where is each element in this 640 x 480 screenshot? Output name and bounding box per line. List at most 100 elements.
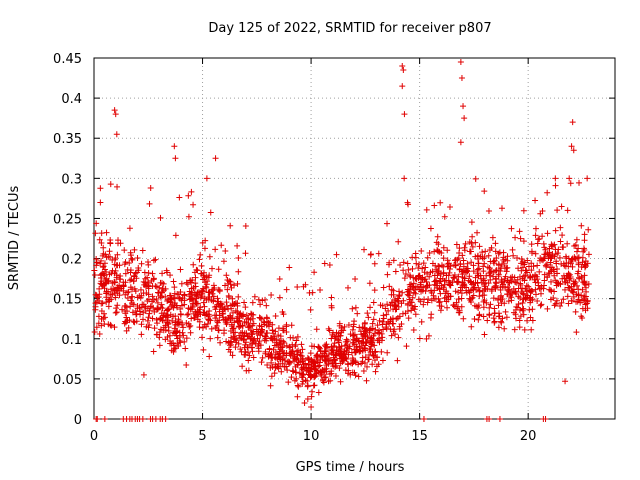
data-point [93,262,100,269]
data-point [371,357,378,364]
data-point [134,255,141,262]
data-point [582,282,589,289]
data-point [132,288,139,295]
data-point [436,299,443,306]
data-point [388,332,395,339]
data-point [305,361,312,368]
data-point [469,243,476,250]
data-point [422,288,429,295]
data-point [555,246,562,253]
data-point [440,244,447,251]
data-point [547,264,554,271]
data-point [487,301,494,308]
data-point [345,370,352,377]
data-point [470,292,477,299]
data-point [370,332,377,339]
data-point [137,308,144,315]
data-point [315,359,322,366]
data-point [277,333,284,340]
data-point [313,369,320,376]
data-point [278,368,285,375]
data-point [467,278,474,285]
data-point [164,317,171,324]
data-point [199,334,206,341]
data-point [507,274,514,281]
data-point [100,250,107,257]
data-point [444,247,451,254]
data-point [287,344,294,351]
data-point [356,348,363,355]
data-point [485,252,492,259]
data-point [355,373,362,380]
data-point [503,268,510,275]
data-point [521,326,528,333]
data-point [349,326,356,333]
data-point [226,342,233,349]
data-point [504,253,511,260]
data-point [180,324,187,331]
data-point [505,279,512,286]
data-point [91,272,98,279]
data-point [390,257,397,264]
data-point [498,205,505,212]
data-point [453,241,460,248]
y-tick-label: 0.35 [53,132,82,147]
data-point [538,284,545,291]
data-point [532,291,539,298]
data-point [442,290,449,297]
data-point [157,304,164,311]
data-point [528,241,535,248]
data-point [359,335,366,342]
data-point [299,366,306,373]
data-point [276,294,283,301]
data-point [197,251,204,258]
data-point [336,355,343,362]
data-point [455,273,462,280]
data-point [158,301,165,308]
data-point [522,285,529,292]
data-point [152,256,159,263]
data-point [184,281,191,288]
data-point [527,273,534,280]
data-point [516,317,523,324]
data-point [516,324,523,331]
data-point [447,263,454,270]
data-point [384,301,391,308]
data-point [225,292,232,299]
data-point [581,231,588,238]
data-point [542,416,549,422]
data-point [437,307,444,314]
data-point [557,224,564,231]
data-point [196,318,203,325]
data-point [495,250,502,257]
data-point [466,248,473,255]
data-point [176,319,183,326]
data-point [194,311,201,318]
data-point [351,318,358,325]
data-point [372,348,379,355]
data-point [190,310,197,317]
data-point [231,336,238,343]
data-point [454,279,461,286]
data-point [446,204,453,211]
data-point [546,286,553,293]
data-point [293,369,300,376]
data-point [545,270,552,277]
data-point [319,377,326,384]
data-point [228,305,235,312]
data-point [416,335,423,342]
data-point [207,209,214,216]
data-point [482,248,489,255]
data-point [489,234,496,241]
data-point [367,304,374,311]
data-point [288,322,295,329]
y-tick-label: 0.45 [53,52,82,67]
data-point [245,349,252,356]
data-point [568,257,575,264]
data-point [562,378,569,385]
data-point [171,143,178,150]
data-point [140,316,147,323]
data-point [277,341,284,348]
data-point [126,259,133,266]
data-point [371,260,378,267]
